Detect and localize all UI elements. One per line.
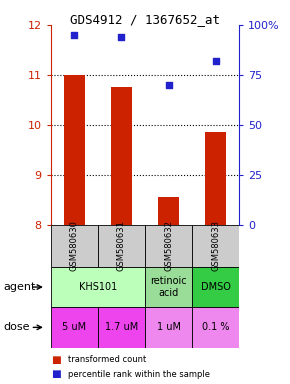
Bar	[111, 88, 132, 225]
Bar	[192, 225, 239, 267]
Text: retinoic
acid: retinoic acid	[150, 276, 187, 298]
Text: 5 uM: 5 uM	[62, 322, 86, 333]
Text: 0.1 %: 0.1 %	[202, 322, 229, 333]
Text: GSM580632: GSM580632	[164, 220, 173, 271]
Text: agent: agent	[3, 282, 35, 292]
Text: GSM580631: GSM580631	[117, 220, 126, 271]
Point	[72, 32, 77, 38]
Point	[119, 34, 124, 40]
Text: 1 uM: 1 uM	[157, 322, 181, 333]
Bar	[98, 307, 145, 348]
Text: ■: ■	[51, 369, 61, 379]
Bar	[51, 307, 98, 348]
Bar	[51, 225, 98, 267]
Text: GSM580633: GSM580633	[211, 220, 220, 271]
Bar	[192, 267, 239, 307]
Bar	[145, 267, 192, 307]
Bar	[205, 132, 226, 225]
Bar	[158, 197, 179, 225]
Bar	[64, 75, 85, 225]
Bar	[192, 307, 239, 348]
Bar	[98, 225, 145, 267]
Text: GDS4912 / 1367652_at: GDS4912 / 1367652_at	[70, 13, 220, 26]
Text: ■: ■	[51, 355, 61, 365]
Text: dose: dose	[3, 322, 29, 333]
Point	[166, 82, 171, 88]
Text: GSM580630: GSM580630	[70, 220, 79, 271]
Text: transformed count: transformed count	[68, 355, 146, 364]
Bar	[145, 307, 192, 348]
Text: DMSO: DMSO	[201, 282, 231, 292]
Bar	[145, 225, 192, 267]
Text: percentile rank within the sample: percentile rank within the sample	[68, 370, 210, 379]
Text: 1.7 uM: 1.7 uM	[105, 322, 138, 333]
Text: KHS101: KHS101	[79, 282, 117, 292]
Bar	[51, 267, 145, 307]
Point	[213, 58, 218, 64]
